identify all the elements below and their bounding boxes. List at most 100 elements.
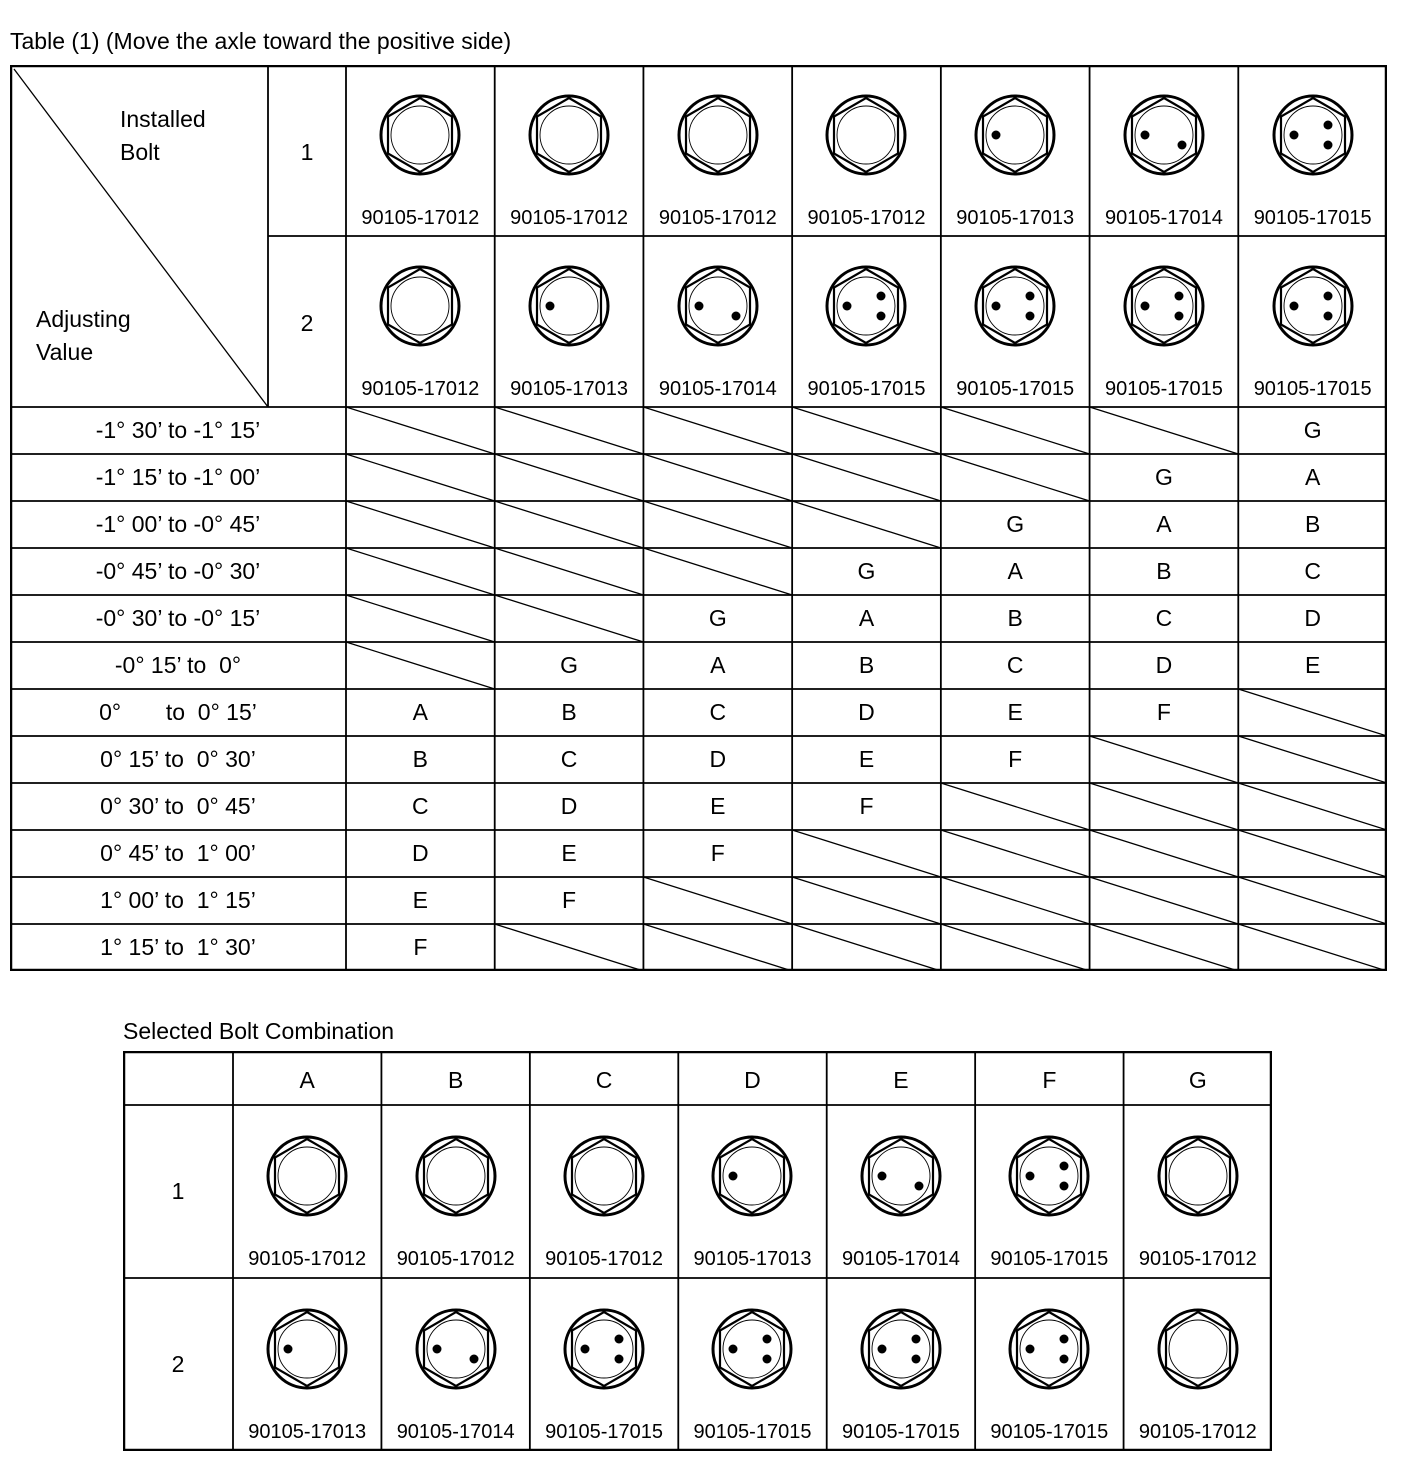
- not-applicable-slash: [1089, 829, 1239, 878]
- bolt-cell: 90105-17014: [381, 1278, 529, 1451]
- column-header: G: [1188, 1067, 1207, 1093]
- identification-dot: [1025, 291, 1035, 301]
- combination-cell: F: [346, 924, 495, 971]
- hexagon-outline: [570, 1310, 638, 1388]
- identification-dot: [877, 1171, 887, 1181]
- not-applicable-slash: [1238, 735, 1387, 784]
- adjusting-value-range: -1° 30’ to -1° 15’: [95, 417, 261, 443]
- combination-letter: D: [412, 840, 429, 866]
- part-number: 90105-17015: [545, 1421, 663, 1443]
- bolt-cell: 90105-17015: [827, 1278, 975, 1451]
- identification-dot: [762, 1334, 772, 1344]
- combination-letter: G: [1006, 511, 1025, 537]
- combination-cell: F: [941, 736, 1090, 783]
- not-applicable-slash: [345, 453, 495, 502]
- hexagon-outline: [1016, 1137, 1083, 1215]
- bolt-head-icon: [528, 265, 610, 347]
- identification-dot: [1025, 311, 1035, 321]
- adjusting-value-range: -1° 00’ to -0° 45’: [95, 511, 261, 537]
- hexagon-outline: [982, 96, 1049, 174]
- combination-letter: G: [1154, 464, 1173, 490]
- identification-dot: [614, 1354, 624, 1364]
- bolt-cell: 90105-17015: [1238, 65, 1387, 236]
- identification-dot: [991, 130, 1001, 140]
- bolt-cell: 90105-17012: [1124, 1105, 1272, 1278]
- bolt-head-icon: [379, 265, 461, 347]
- combination-letter: B: [1304, 511, 1321, 537]
- not-applicable-slash: [1238, 829, 1387, 878]
- combination-letter: E: [412, 887, 429, 913]
- hexagon-outline: [833, 96, 900, 174]
- column-header: F: [1042, 1067, 1057, 1093]
- not-applicable-slash: [940, 876, 1090, 925]
- identification-dot: [1323, 140, 1333, 150]
- table-grid-lines: [10, 65, 1387, 971]
- identification-dot: [1059, 1354, 1069, 1364]
- bolt-cell: 90105-17012: [346, 65, 495, 236]
- combination-cell: F: [643, 830, 792, 877]
- identification-dot: [1289, 130, 1299, 140]
- corner-label-line: Adjusting: [36, 306, 131, 332]
- corner-label-adjusting-value: Adjusting Value: [36, 303, 131, 369]
- combination-letter: B: [1007, 605, 1023, 631]
- identification-dot: [1174, 311, 1184, 321]
- adjusting-value-range: -0° 45’ to -0° 30’: [95, 558, 261, 584]
- bolt-cell: 90105-17012: [530, 1105, 678, 1278]
- hexagon-outline: [867, 1310, 935, 1388]
- combination-letter: G: [1303, 417, 1322, 443]
- combination-cell: G: [495, 642, 644, 689]
- combination-cell: A: [792, 595, 941, 642]
- bolt-head-icon: [677, 94, 759, 176]
- bolt-head-icon: [711, 1308, 793, 1390]
- identification-dot: [876, 311, 886, 321]
- combination-letter: B: [858, 652, 875, 678]
- bolt-cell: 90105-17014: [1090, 65, 1239, 236]
- combination-letter: B: [1156, 558, 1172, 584]
- bolt-head-icon: [1008, 1308, 1090, 1390]
- identification-dot: [545, 301, 555, 311]
- bolt-cell: 90105-17015: [1090, 236, 1239, 407]
- identification-dot: [1177, 140, 1187, 150]
- identification-dot: [580, 1344, 590, 1354]
- not-applicable-slash: [940, 782, 1090, 831]
- identification-dot: [283, 1344, 293, 1354]
- part-number: 90105-17015: [841, 1421, 960, 1443]
- combination-cell: A: [1238, 454, 1387, 501]
- corner-label-line: Installed: [120, 106, 206, 132]
- part-number: 90105-17013: [693, 1248, 812, 1270]
- bolt-cell: 90105-17013: [495, 236, 644, 407]
- combination-cell: D: [346, 830, 495, 877]
- adjustment-table: Installed Bolt Adjusting Value 1 90105-17012 9…: [10, 65, 1387, 971]
- corner-diagonal: [13, 68, 269, 408]
- bolt-cell: 90105-17015: [792, 236, 941, 407]
- bolt-row-number: 1: [300, 139, 314, 165]
- part-number: 90105-17014: [841, 1248, 960, 1270]
- combination-letter: F: [413, 934, 428, 960]
- part-number: 90105-17015: [990, 1421, 1109, 1443]
- bolt-cell: 90105-17013: [233, 1278, 381, 1451]
- combination-cell: A: [643, 642, 792, 689]
- hexagon-outline: [719, 1137, 786, 1215]
- bolt-cell: 90105-17015: [530, 1278, 678, 1451]
- adjusting-value-range: 0° to 0° 15’: [99, 699, 257, 725]
- hexagon-outline: [570, 1137, 638, 1215]
- identification-dot: [1059, 1181, 1069, 1191]
- table1-title: Table (1) (Move the axle toward the posi…: [10, 28, 512, 54]
- identification-dot: [728, 1344, 738, 1354]
- corner-label-line: Bolt: [120, 139, 160, 165]
- adjusting-value-range: -0° 30’ to -0° 15’: [95, 605, 261, 631]
- part-number: 90105-17012: [361, 378, 480, 400]
- bolt-head-icon: [677, 265, 759, 347]
- bolt-head-icon: [1123, 94, 1205, 176]
- combination-letter: A: [1156, 511, 1172, 537]
- hexagon-outline: [387, 267, 454, 345]
- combination-cell: E: [941, 689, 1090, 736]
- part-number: 90105-17014: [658, 378, 777, 400]
- part-number: 90105-17014: [396, 1421, 515, 1443]
- combination-letter: F: [859, 793, 874, 819]
- adjusting-value-range: 1° 15’ to 1° 30’: [100, 934, 256, 960]
- combination-cell: D: [792, 689, 941, 736]
- combination-cell: C: [346, 783, 495, 830]
- combination-letter: D: [1155, 652, 1173, 678]
- bolt-head-icon: [528, 94, 610, 176]
